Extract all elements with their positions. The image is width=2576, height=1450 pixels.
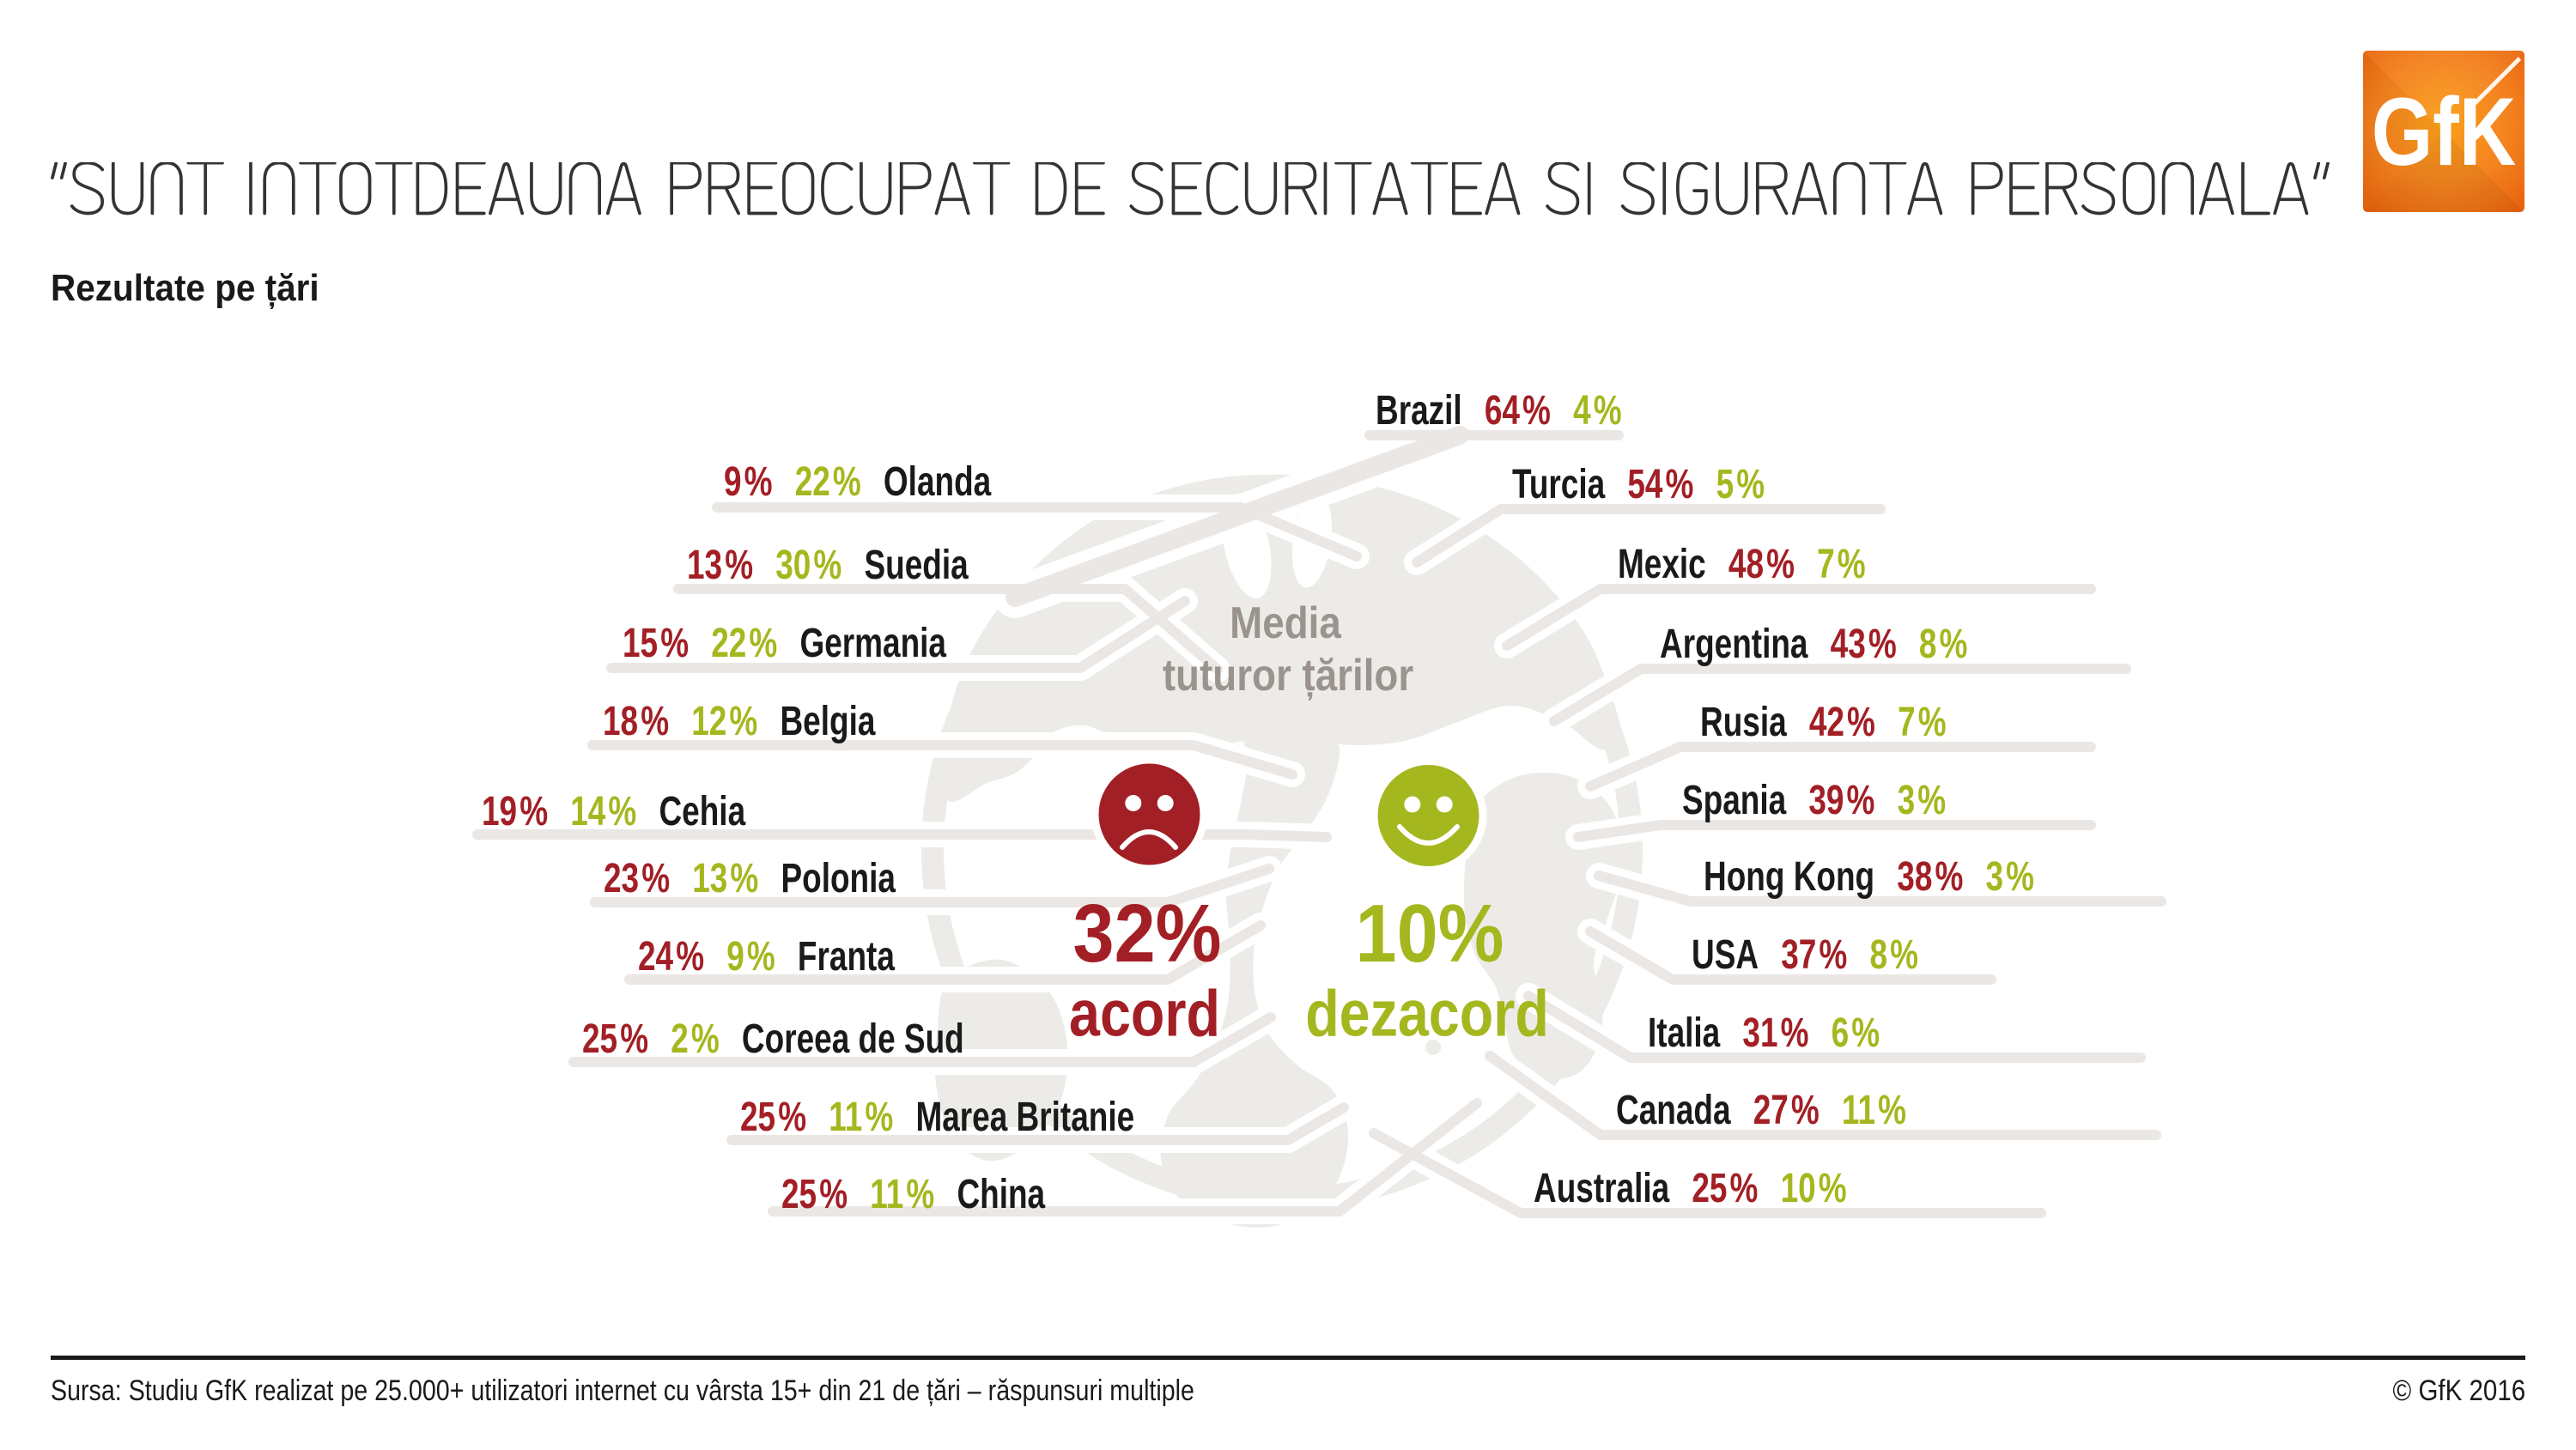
svg-text:GfK: GfK (2372, 77, 2516, 185)
